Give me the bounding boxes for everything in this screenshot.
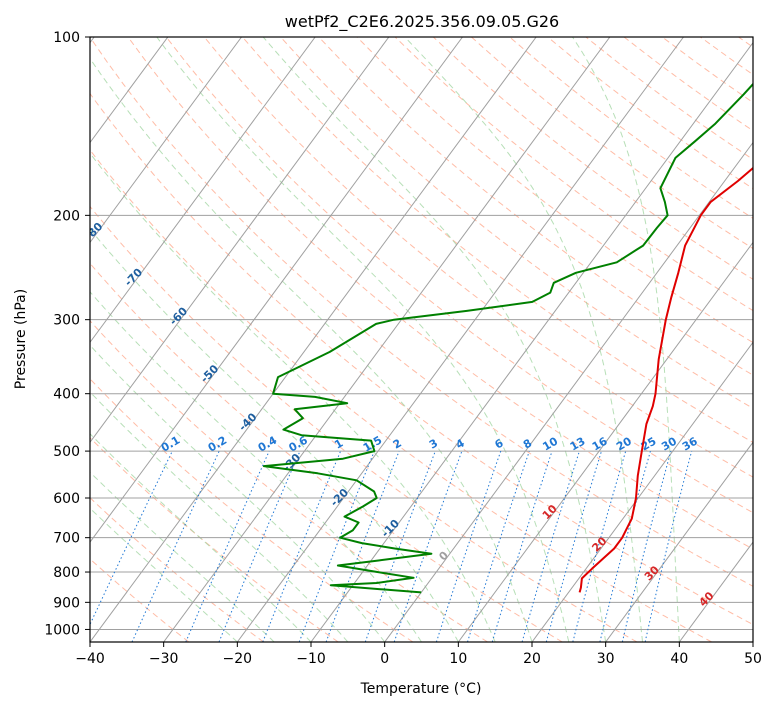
- isotherm-line: [236, 37, 684, 642]
- isotherm-line: [90, 37, 242, 244]
- temperature-profile-line: [578, 166, 753, 593]
- moist-adiabat-line: [90, 57, 533, 642]
- mixing-ratio-line: [521, 450, 580, 642]
- isotherm-line: [531, 341, 753, 642]
- isotherm-line: [384, 141, 753, 642]
- isotherm-line: [310, 41, 753, 642]
- x-tick-label: −10: [296, 651, 326, 667]
- dry-adiabat-line: [90, 262, 563, 642]
- mixing-ratio-line: [599, 450, 651, 642]
- dry-adiabat-line: [318, 37, 753, 376]
- x-tick-label: 0: [380, 651, 389, 667]
- isotherm-line: [90, 37, 316, 344]
- mixing-ratio-line: [491, 450, 553, 642]
- y-axis-ticks: 100 200 300 400 500 600 700 800 900 1000: [44, 30, 90, 638]
- y-tick-label: 1000: [44, 622, 80, 638]
- isotherm-line: [457, 241, 753, 642]
- dry-adiabat-line: [90, 378, 414, 642]
- mixing-ratio-line: [545, 450, 602, 642]
- mixing-ratio-line: [185, 450, 270, 642]
- isotherm-lines: [90, 37, 753, 642]
- moist-adiabat-line: [90, 471, 275, 642]
- isotherm-line: [605, 441, 753, 642]
- y-tick-label: 100: [53, 30, 80, 46]
- x-axis-label: Temperature (°C): [360, 681, 482, 697]
- x-tick-label: 50: [744, 651, 762, 667]
- moist-adiabat-line: [156, 37, 570, 642]
- y-tick-label: 500: [53, 444, 80, 460]
- mixing-ratio-line: [393, 450, 463, 642]
- y-tick-label: 800: [53, 565, 80, 581]
- mixing-ratio-line: [298, 450, 375, 642]
- mixing-ratio-line: [262, 450, 342, 642]
- moist-adiabat-line: [90, 152, 496, 642]
- isotherm-line: [90, 37, 537, 642]
- chart-title: wetPf2_C2E6.2025.356.09.05.G26: [285, 12, 559, 32]
- x-tick-label: 10: [449, 651, 467, 667]
- moist-adiabat-line: [90, 228, 459, 642]
- x-tick-label: −30: [149, 651, 179, 667]
- moist-adiabat-line: [90, 291, 422, 642]
- dry-adiabat-line: [90, 92, 753, 626]
- mixing-ratio-lines: [90, 450, 693, 642]
- moist-adiabat-line: [90, 391, 349, 642]
- isotherm-line: [90, 37, 463, 543]
- dry-adiabat-line: [90, 149, 712, 642]
- x-tick-label: 20: [523, 651, 541, 667]
- y-tick-label: 300: [53, 313, 80, 329]
- isotherm-line: [90, 37, 169, 144]
- x-tick-label: −20: [223, 651, 253, 667]
- dewpoint-profile-line: [262, 82, 753, 594]
- mixing-ratio-line: [218, 450, 301, 642]
- mixing-ratio-line: [325, 450, 400, 642]
- y-tick-label: 900: [53, 595, 80, 611]
- moist-adiabat-line: [90, 507, 238, 642]
- mixing-ratio-line: [435, 450, 502, 642]
- mixing-ratio-line: [621, 450, 672, 642]
- moist-adiabats: [90, 37, 680, 642]
- y-tick-label: 400: [53, 387, 80, 403]
- y-tick-label: 600: [53, 491, 80, 507]
- moist-adiabat-line: [90, 433, 312, 642]
- mixing-ratio-line: [364, 450, 436, 642]
- x-tick-label: 40: [670, 651, 688, 667]
- x-axis-ticks: −40 −30 −20 −10 0 10 20 30 40 50: [75, 642, 762, 667]
- dry-adiabat-line: [90, 37, 753, 587]
- pressure-gridlines: [90, 37, 753, 630]
- moist-adiabat-line: [262, 37, 607, 642]
- sounding-profiles: [262, 82, 753, 594]
- plot-frame: [89, 36, 754, 643]
- mixing-ratio-line: [572, 450, 627, 642]
- dry-adiabat-line: [90, 205, 638, 642]
- y-axis-label: Pressure (hPa): [13, 289, 29, 389]
- dry-adiabat-line: [356, 37, 753, 344]
- moist-adiabat-line: [572, 37, 680, 642]
- moist-adiabat-line: [404, 37, 643, 642]
- dry-adiabat-line: [165, 37, 753, 514]
- x-tick-label: −40: [75, 651, 105, 667]
- isotherm-line: [90, 37, 390, 444]
- mixing-ratio-line: [644, 450, 693, 642]
- isotherm-line: [163, 37, 611, 642]
- y-tick-label: 700: [53, 531, 80, 547]
- mixing-ratio-line: [467, 450, 530, 642]
- y-tick-label: 200: [53, 208, 80, 224]
- x-tick-label: 30: [597, 651, 615, 667]
